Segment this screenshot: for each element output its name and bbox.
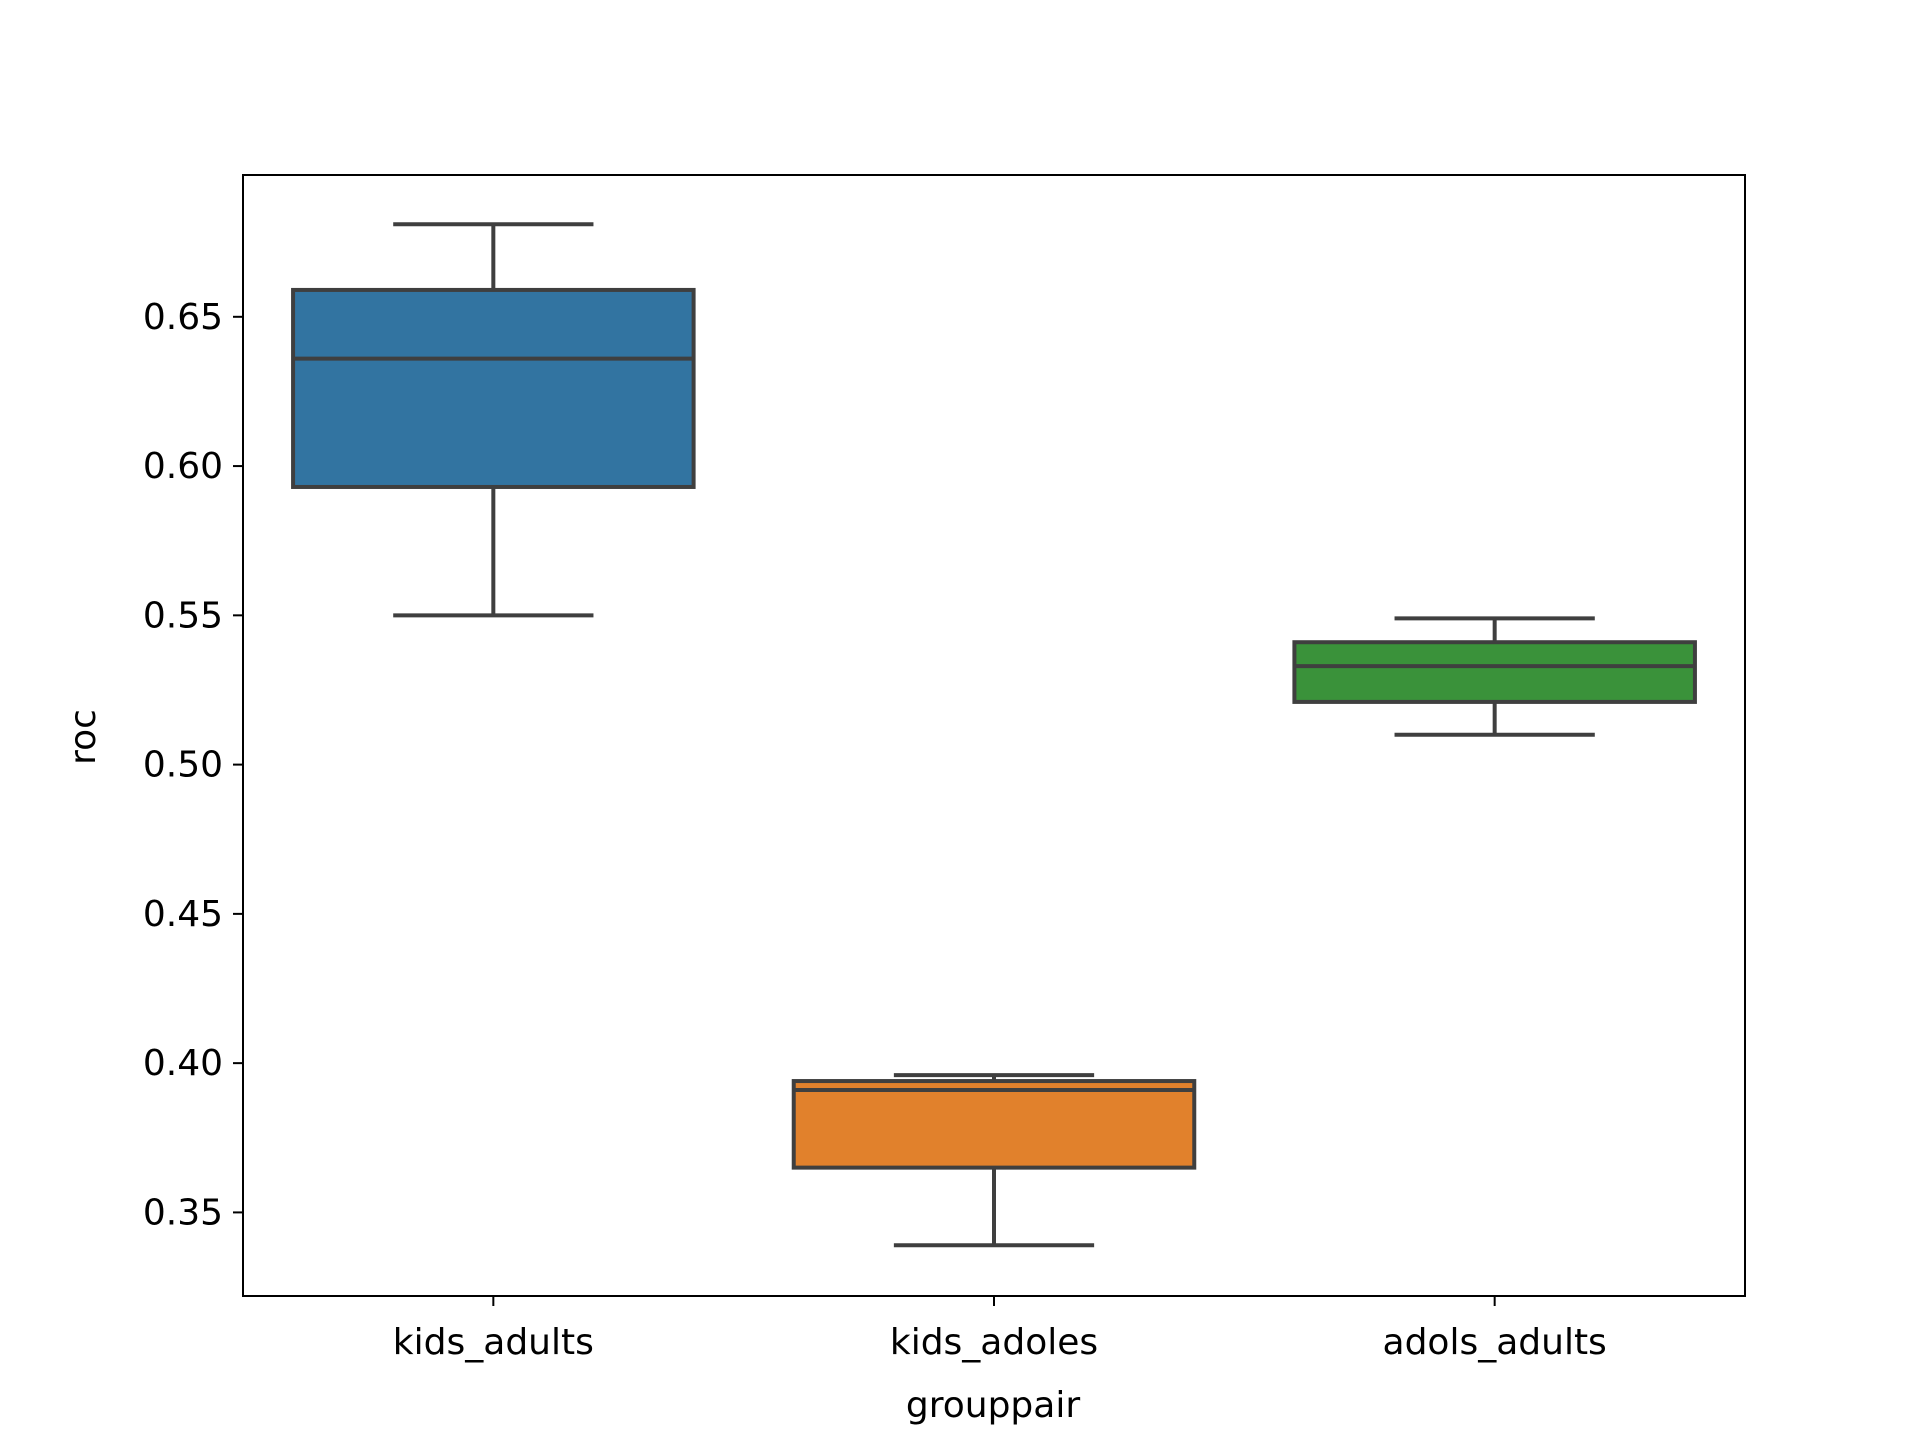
- y-tick-label: 0.45: [143, 894, 223, 935]
- y-tick-label: 0.60: [143, 446, 223, 487]
- x-tick-label: kids_adults: [393, 1322, 594, 1363]
- box-group-adols_adults: [1292, 616, 1697, 737]
- x-tick-label: kids_adoles: [890, 1322, 1098, 1363]
- y-tick-label: 0.35: [143, 1192, 223, 1233]
- y-tick-label: 0.40: [143, 1043, 223, 1084]
- y-axis-label: roc: [63, 709, 104, 765]
- y-tick-label: 0.55: [143, 595, 223, 636]
- box-group-kids_adults: [291, 222, 696, 618]
- box-adols_adults: [1292, 640, 1697, 704]
- x-tick-label: adols_adults: [1383, 1322, 1607, 1363]
- box-group-kids_adoles: [791, 1073, 1197, 1248]
- axis-ticks: 0.35 0.40 0.45 0.50 0.55 0.60 0.65 kids_adults k…: [143, 297, 1607, 1363]
- box-kids_adults: [291, 287, 696, 489]
- y-tick-label: 0.65: [143, 297, 223, 338]
- y-tick-label: 0.50: [143, 745, 223, 786]
- x-axis-label: grouppair: [906, 1385, 1080, 1426]
- plot-area: [242, 174, 1746, 1297]
- box-kids_adoles: [791, 1079, 1197, 1170]
